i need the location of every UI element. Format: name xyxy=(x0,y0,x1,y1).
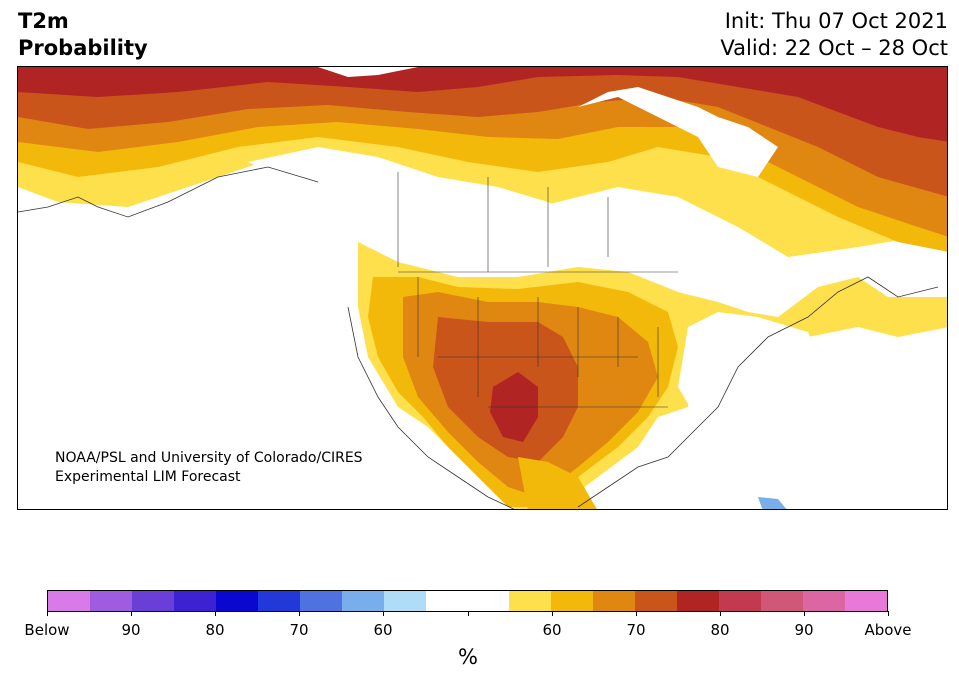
colorbar-tick xyxy=(552,611,553,616)
colorbar-tick-label: Below xyxy=(24,621,70,639)
credit-line-1: NOAA/PSL and University of Colorado/CIRE… xyxy=(55,450,363,466)
colorbar-tick-label: 90 xyxy=(121,621,141,639)
state-borders xyxy=(397,172,678,408)
colorbar-segment xyxy=(761,591,804,611)
prairie-near-normal xyxy=(248,147,778,297)
colorbar-segment xyxy=(215,591,258,611)
colorbar-tick xyxy=(720,611,721,616)
colorbar-tick xyxy=(215,611,216,616)
colorbar-tick xyxy=(804,611,805,616)
colorbar-segment xyxy=(89,591,132,611)
arctic-red-band xyxy=(18,67,947,142)
colorbar-segment xyxy=(383,591,426,611)
colorbar xyxy=(47,590,888,612)
colorbar-segment xyxy=(803,591,846,611)
colorbar-segment xyxy=(425,591,468,611)
colorbar-tick xyxy=(299,611,300,616)
arctic-white-gap xyxy=(318,67,778,177)
title-block: T2m Probability xyxy=(18,8,148,62)
credit-text: NOAA/PSL and University of Colorado/CIRE… xyxy=(55,449,363,487)
colorbar-tick xyxy=(636,611,637,616)
colorbar-segment xyxy=(257,591,300,611)
colorbar-tick-label: 80 xyxy=(205,621,225,639)
variable-title: T2m xyxy=(18,9,69,33)
colorbar-segment xyxy=(173,591,216,611)
colorbar-unit: % xyxy=(458,645,478,669)
colorbar-segment xyxy=(719,591,762,611)
eastern-us-near-normal xyxy=(678,312,818,437)
colorbar-segment xyxy=(131,591,174,611)
colorbar-segment xyxy=(677,591,720,611)
colorbar-segment xyxy=(299,591,342,611)
probability-map xyxy=(18,67,947,509)
colorbar-segment xyxy=(635,591,678,611)
colorbar-tick xyxy=(468,611,469,616)
credit-line-2: Experimental LIM Forecast xyxy=(55,469,241,485)
colorbar-segment xyxy=(341,591,384,611)
init-date: Init: Thu 07 Oct 2021 xyxy=(724,9,948,33)
mexico-orange xyxy=(518,457,597,509)
colorbar-segment xyxy=(48,591,90,611)
colorbar-tick-label: Above xyxy=(864,621,912,639)
colorbar-tick xyxy=(131,611,132,616)
map-panel xyxy=(17,66,948,510)
caribbean-below-normal xyxy=(758,497,787,509)
colorbar-tick-label: 70 xyxy=(289,621,309,639)
canada-red-orange-band xyxy=(18,67,947,197)
colorbar-tick xyxy=(383,611,384,616)
colorbar-tick xyxy=(47,611,48,616)
colorbar-tick-label: 60 xyxy=(542,621,562,639)
colorbar-segment xyxy=(509,591,552,611)
coastline xyxy=(18,166,939,509)
colorbar-segment xyxy=(467,591,510,611)
colorbar-tick-label: 90 xyxy=(794,621,814,639)
colorbar-tick-label: 60 xyxy=(373,621,393,639)
date-block: Init: Thu 07 Oct 2021 Valid: 22 Oct – 28… xyxy=(720,8,948,62)
colorbar-segment xyxy=(551,591,594,611)
colorbar-tick xyxy=(888,611,889,616)
colorbar-tick-label: 70 xyxy=(626,621,646,639)
colorbar-segment xyxy=(593,591,636,611)
valid-range: Valid: 22 Oct – 28 Oct xyxy=(720,36,948,60)
colorbar-tick-label: 80 xyxy=(710,621,730,639)
product-title: Probability xyxy=(18,36,148,60)
canada-darkorange-band xyxy=(18,67,947,237)
colorbar-segment xyxy=(845,591,888,611)
